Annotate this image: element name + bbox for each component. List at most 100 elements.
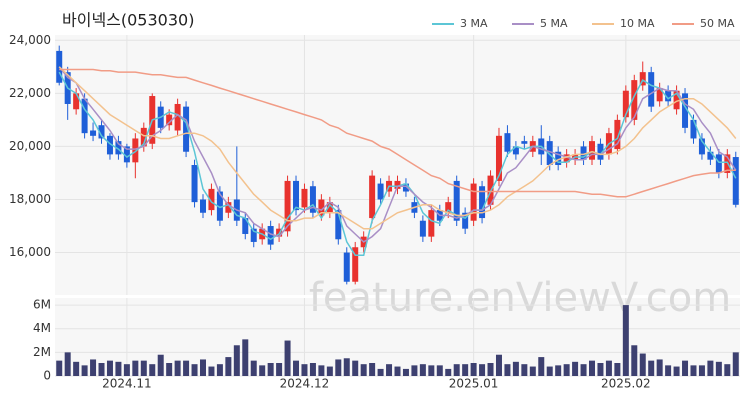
ma-line <box>58 66 737 243</box>
candle-body <box>445 202 452 213</box>
volume-bar <box>115 361 122 376</box>
candle-body <box>352 247 359 282</box>
ma-line <box>59 68 736 198</box>
volume-bar <box>445 368 452 376</box>
volume-bar <box>259 365 266 376</box>
x-tick-label: 2024.11 <box>102 377 152 391</box>
volume-bar <box>487 363 494 376</box>
volume-bar <box>301 364 308 376</box>
candle-body <box>335 210 342 240</box>
volume-bar <box>293 360 300 376</box>
candle-body <box>631 80 638 120</box>
candle-body <box>546 141 553 165</box>
candle-body <box>665 90 672 102</box>
volume-bar <box>589 360 596 376</box>
candle-body <box>225 202 232 213</box>
volume-tick-label: 0 <box>43 369 51 383</box>
volume-bar <box>98 363 105 376</box>
candle-body <box>639 72 646 86</box>
candle-body <box>250 228 257 242</box>
volume-bar <box>225 357 232 376</box>
volume-bar <box>614 363 621 376</box>
volume-bar <box>639 353 646 376</box>
candle-body <box>428 210 435 237</box>
volume-bar <box>495 354 502 376</box>
candle-body <box>597 143 604 160</box>
x-tick-label: 2024.12 <box>280 377 330 391</box>
volume-bar <box>419 364 426 376</box>
volume-bar <box>377 368 384 376</box>
volume-bar <box>81 365 88 376</box>
volume-bar <box>309 363 316 376</box>
volume-bar <box>698 365 705 376</box>
volume-bar <box>352 360 359 376</box>
volume-bar <box>166 363 173 376</box>
volume-tick-label: 6M <box>33 298 51 312</box>
volume-bar <box>233 345 240 376</box>
candle-body <box>293 180 300 211</box>
candle-body <box>183 106 190 152</box>
candle-body <box>174 103 181 131</box>
volume-bar <box>64 352 71 376</box>
volume-bar <box>132 360 139 376</box>
candle-body <box>81 98 88 134</box>
volume-bar <box>462 364 469 376</box>
candle-body <box>216 191 223 221</box>
y-tick-label: 20,000 <box>9 139 51 153</box>
volume-bar <box>470 363 477 376</box>
candle-body <box>90 130 97 136</box>
candle-body <box>106 135 113 155</box>
candle-body <box>318 199 325 216</box>
price-plot-area <box>55 35 740 295</box>
candle-body <box>73 93 80 110</box>
volume-bar <box>682 360 689 376</box>
volume-bar <box>73 361 80 376</box>
y-tick-label: 24,000 <box>9 33 51 47</box>
candle-body <box>343 252 350 282</box>
volume-bar <box>656 359 663 376</box>
volume-bar <box>242 339 249 376</box>
volume-bar <box>453 364 460 376</box>
volume-bar <box>276 363 283 376</box>
volume-bar <box>183 360 190 376</box>
volume-bar <box>149 364 156 376</box>
volume-bar <box>512 361 519 376</box>
volume-bar <box>665 365 672 376</box>
candle-body <box>470 183 477 221</box>
ma-line <box>58 66 737 230</box>
candle-body <box>402 183 409 192</box>
candle-body <box>284 180 291 232</box>
volume-bar <box>622 305 629 376</box>
x-tick-label: 2025.01 <box>449 377 499 391</box>
candle-body <box>242 218 249 234</box>
candle-body <box>115 141 122 155</box>
candle-body <box>309 186 316 213</box>
volume-bar <box>90 359 97 376</box>
volume-bar <box>648 360 655 376</box>
candle-body <box>622 90 629 118</box>
volume-bar <box>580 364 587 376</box>
candle-body <box>715 154 722 173</box>
volume-bar <box>284 340 291 376</box>
candle-body <box>707 151 714 160</box>
volume-bar <box>724 364 731 376</box>
volume-bar <box>597 363 604 376</box>
volume-bar <box>157 354 164 376</box>
volume-bar <box>521 364 528 376</box>
candle-body <box>377 183 384 200</box>
volume-bar <box>631 345 638 376</box>
candle-body <box>208 188 215 211</box>
volume-bar <box>250 360 257 376</box>
candle-body <box>521 141 528 144</box>
volume-bar <box>538 357 545 376</box>
volume-bar <box>106 360 113 376</box>
volume-bar <box>123 364 130 376</box>
legend: 3 MA 5 MA 10 MA 50 MA <box>432 17 735 30</box>
candle-body <box>512 146 519 155</box>
volume-bar <box>326 366 333 376</box>
candle-body <box>732 157 739 205</box>
candle-body <box>191 165 198 203</box>
volume-bar <box>479 364 486 376</box>
volume-bar <box>394 366 401 376</box>
